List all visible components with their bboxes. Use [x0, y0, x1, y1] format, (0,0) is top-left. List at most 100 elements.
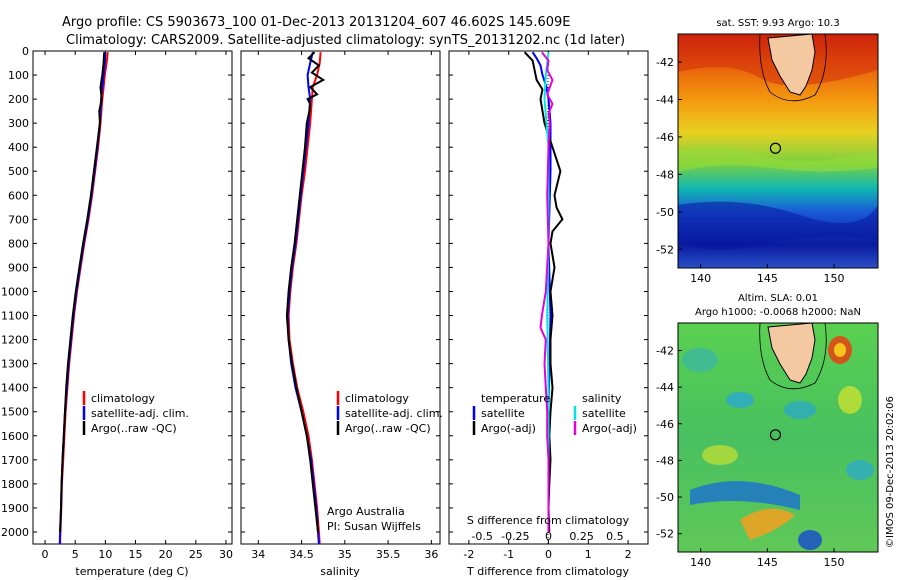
- lon-tick-label: 150: [824, 272, 845, 285]
- s-tick-label: 0.5: [606, 530, 624, 543]
- depth-tick-label: 1500: [1, 406, 29, 419]
- lat-tick-label: -52: [656, 528, 674, 541]
- lat-tick-label: -52: [656, 243, 674, 256]
- legend-argo-label: Argo(..raw -QC): [345, 422, 431, 435]
- salinity-panel: 34 34.5 35 35.5 36 salinity climatology sate…: [240, 50, 443, 578]
- s-tick-label: 0.25: [569, 530, 594, 543]
- legend-argo-label: Argo(..raw -QC): [91, 422, 177, 435]
- pi-annotation: PI: Susan Wijffels: [327, 520, 421, 533]
- temperature-plot-frame: [32, 50, 233, 545]
- temperature-legend: climatology satellite-adj. clim. Argo(..…: [82, 391, 189, 435]
- lat-tick-label: -46: [656, 131, 674, 144]
- salinity-axis-ticks: 34 34.5 35 35.5 36: [251, 51, 438, 561]
- temperature-panel: 0100200300400500600700800900100011001200…: [1, 45, 233, 578]
- depth-tick-label: 1700: [1, 454, 29, 467]
- depth-tick-label: 700: [8, 213, 29, 226]
- depth-axis-ticks: 0 100 200 300 400 500 600 700 800 900 1000 1100 1200…: [1, 45, 232, 539]
- lat-tick-label: -42: [656, 56, 674, 69]
- legend-t-satellite-label: satellite: [481, 407, 525, 420]
- sla-eddy: [682, 348, 718, 372]
- lat-tick-label: -50: [656, 491, 674, 504]
- sla-map-frame: [677, 322, 879, 553]
- temperature-profile-lines: [58, 52, 109, 545]
- x-tick-label: 0: [545, 548, 552, 561]
- operator-annotation: Argo Australia: [327, 505, 405, 518]
- salinity-plot-frame: [240, 50, 441, 545]
- depth-tick-label: 1800: [1, 478, 29, 491]
- s-tick-label: -0.25: [501, 530, 529, 543]
- lon-tick-label: 145: [757, 272, 778, 285]
- sla-map-subtitle: Argo h1000: -0.0068 h2000: NaN: [695, 307, 861, 318]
- legend-t-argo-label: Argo(-adj): [481, 422, 536, 435]
- lat-tick-label: -42: [656, 344, 674, 357]
- profile-line-argo-raw-qc-: [59, 52, 106, 533]
- figure-title-line2: Climatology: CARS2009. Satellite-adjuste…: [66, 33, 625, 48]
- x-tick-label: 25: [189, 548, 203, 561]
- legend-s-argo-label: Argo(-adj): [582, 422, 637, 435]
- t-difference-axis-label: T difference from climatology: [466, 565, 629, 578]
- figure-title-line1: Argo profile: CS 5903673_100 01-Dec-2013…: [62, 15, 570, 30]
- legend-salinity-header: salinity: [582, 392, 622, 405]
- x-tick-label: 34: [251, 548, 265, 561]
- sla-map-title: Altim. SLA: 0.01: [738, 293, 818, 304]
- sla-ridge: [740, 508, 795, 540]
- x-tick-label: 30: [219, 548, 233, 561]
- bathymetry-contour: [759, 323, 827, 390]
- salinity-axis-label: salinity: [320, 565, 360, 578]
- depth-tick-label: 1100: [1, 310, 29, 323]
- x-tick-label: 0: [42, 548, 49, 561]
- depth-tick-label: 400: [8, 141, 29, 154]
- difference-depth-ticks: [449, 50, 648, 533]
- x-tick-label: 2: [625, 548, 632, 561]
- x-tick-label: -2: [463, 548, 474, 561]
- sla-eddy: [702, 445, 738, 465]
- x-tick-label: 10: [98, 548, 112, 561]
- tasmania-landmass: [767, 34, 816, 96]
- sla-lon-ticks: 140 145 150: [690, 548, 845, 569]
- sst-lat-ticks: -42 -44 -46 -48 -50 -52: [656, 56, 682, 256]
- depth-tick-label: 100: [8, 69, 29, 82]
- lat-tick-label: -44: [656, 94, 674, 107]
- depth-tick-label: 1000: [1, 285, 29, 298]
- argo-float-marker: [769, 142, 782, 154]
- x-tick-label: 36: [424, 548, 438, 561]
- difference-profile-lines: [523, 51, 564, 533]
- difference-panel: -2 -1 0 1 2 -0.5 -0.25 0 0.25 0.5 T difference f…: [448, 50, 649, 578]
- sst-map-frame: [677, 33, 879, 269]
- sla-eddy: [784, 401, 816, 419]
- lon-tick-label: 145: [757, 556, 778, 569]
- s-difference-axis-ticks: -0.5 -0.25 0 0.25 0.5: [471, 530, 623, 543]
- sla-lat-ticks: -42 -44 -46 -48 -50 -52: [656, 344, 682, 541]
- depth-tick-label: 1400: [1, 382, 29, 395]
- x-tick-label: 35.5: [376, 548, 401, 561]
- depth-tick-label: 1900: [1, 502, 29, 515]
- lat-tick-label: -46: [656, 418, 674, 431]
- x-tick-label: -1: [503, 548, 514, 561]
- lon-tick-label: 140: [690, 272, 711, 285]
- x-tick-label: 35: [338, 548, 352, 561]
- sst-map-title: sat. SST: 9.93 Argo: 10.3: [716, 18, 839, 29]
- sst-cold-band: [678, 201, 878, 251]
- depth-tick-label: 2000: [1, 526, 29, 539]
- t-difference-axis-ticks: -2 -1 0 1 2: [463, 51, 632, 561]
- sla-trough: [690, 481, 800, 510]
- s-difference-axis-label: S difference from climatology: [467, 514, 630, 527]
- salinity-legend: climatology satellite-adj. clim. Argo(..…: [336, 391, 443, 435]
- temperature-axis-label: temperature (deg C): [75, 565, 188, 578]
- depth-tick-label: 1300: [1, 358, 29, 371]
- depth-tick-label: 600: [8, 189, 29, 202]
- sla-map: Altim. SLA: 0.01 Argo h1000: -0.0068 h20…: [656, 293, 879, 569]
- lon-tick-label: 150: [824, 556, 845, 569]
- depth-tick-label: 200: [8, 93, 29, 106]
- sst-front-band: [678, 146, 878, 172]
- sla-eddy: [726, 392, 754, 408]
- t-difference-legend: temperature satellite Argo(-adj): [472, 392, 550, 435]
- profile-line-argo-adj-: [539, 51, 554, 532]
- s-tick-label: 0: [545, 530, 552, 543]
- depth-tick-label: 800: [8, 237, 29, 250]
- depth-tick-label: 900: [8, 261, 29, 274]
- sla-eddy: [798, 530, 822, 550]
- salinity-profile-lines: [285, 51, 326, 545]
- depth-tick-label: 1200: [1, 334, 29, 347]
